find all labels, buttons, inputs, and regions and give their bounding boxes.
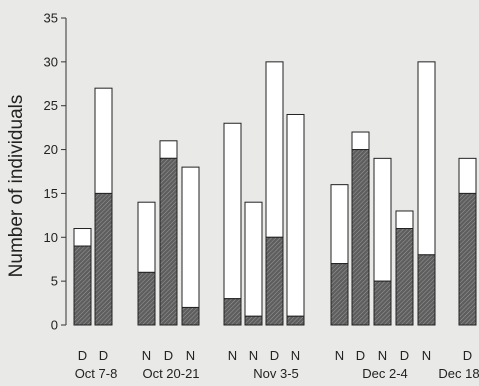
y-tick-label: 20 [44,142,58,157]
bar-open-segment [159,140,178,159]
bar-open-segment [351,131,370,151]
y-axis-title-group: Number of individuals [6,95,27,278]
bar-open-segment [223,122,242,300]
group-label: Dec 2-4 [362,366,408,381]
bar-hatched-segment [373,280,392,326]
group-label: Nov 3-5 [253,366,299,381]
bar-day-night-label: D [270,348,279,363]
bar-hatched-segment [94,192,113,326]
bar-day-night-label: D [78,348,87,363]
bar-hatched-segment [159,157,178,326]
y-tick-label: 0 [51,318,58,333]
bar-day-night-label: D [356,348,365,363]
bar-open-segment [73,228,92,247]
y-tick-label: 5 [51,274,58,289]
bar-open-segment [373,157,392,282]
bar-day-night-label: D [400,348,409,363]
bar-hatched-segment [286,315,305,326]
bar-day-night-label: N [249,348,258,363]
bar-hatched-segment [223,298,242,326]
bar-hatched-segment [244,315,263,326]
bar-hatched-segment [265,236,284,326]
y-axis: 0 5 10 15 20 25 30 35 [44,11,67,333]
bars [73,61,477,326]
bar-open-segment [458,157,477,194]
bar-day-night-label: N [422,348,431,363]
bar-hatched-segment [458,192,477,326]
y-tick-label: 30 [44,54,58,69]
bar-open-segment [330,184,349,265]
bar-hatched-segment [395,228,414,326]
group-label: Dec 18 [438,366,479,381]
bar-day-night-label: N [142,348,151,363]
bar-open-segment [286,113,305,317]
bar-day-night-label: D [99,348,108,363]
bar-day-night-label: D [164,348,173,363]
bar-hatched-segment [417,254,436,326]
bar-open-segment [395,210,414,230]
y-tick-label: 15 [44,186,58,201]
y-axis-title: Number of individuals [6,95,27,278]
bar-open-segment [417,61,436,256]
group-label: Oct 20-21 [142,366,199,381]
bar-open-segment [265,61,284,238]
bar-day-night-label: N [228,348,237,363]
bar-hatched-segment [73,245,92,326]
bar-hatched-segment [181,306,200,326]
bar-open-segment [244,201,263,317]
bar-day-night-label: N [186,348,195,363]
y-tick-label: 25 [44,98,58,113]
bar-day-night-label: D [463,348,472,363]
bar-day-night-label: N [335,348,344,363]
y-tick-label: 10 [44,230,58,245]
bar-hatched-segment [137,271,156,326]
bar-hatched-segment [351,149,370,326]
group-label: Oct 7-8 [75,366,118,381]
bar-open-segment [94,87,113,194]
bar-day-night-label: N [378,348,387,363]
bar-day-night-label: N [291,348,300,363]
bar-open-segment [137,201,156,273]
bar-open-segment [181,166,200,308]
y-tick-label: 35 [44,11,58,26]
bar-hatched-segment [330,263,349,326]
